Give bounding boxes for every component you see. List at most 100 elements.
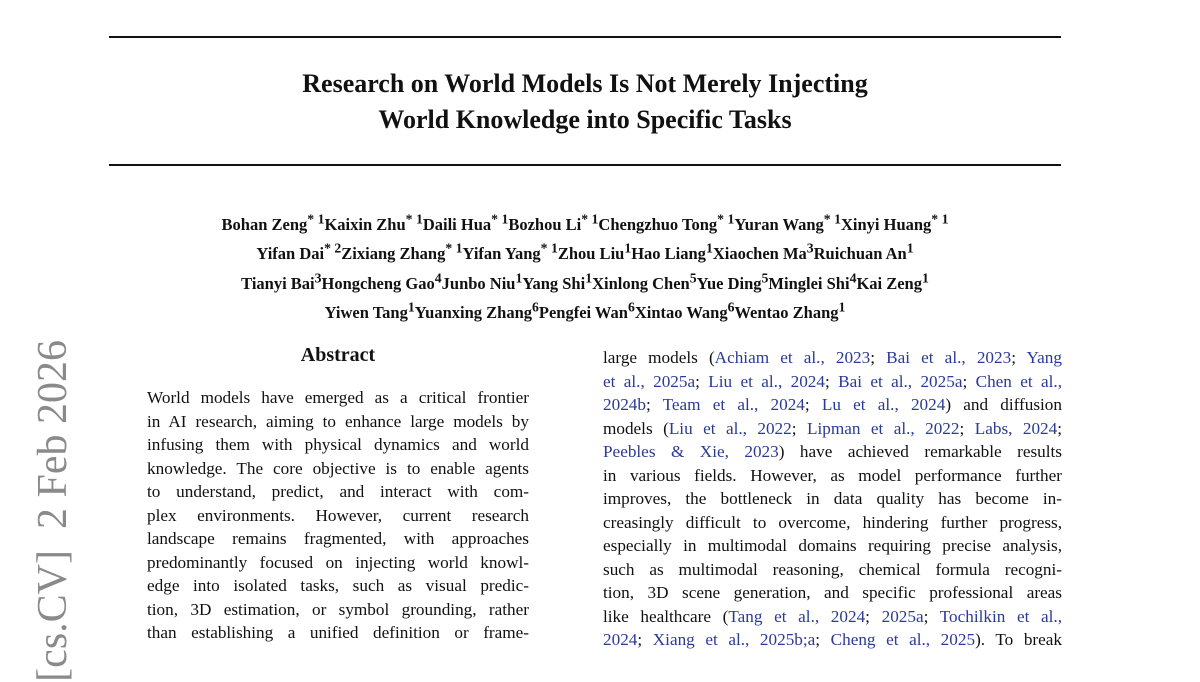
abstract-heading: Abstract xyxy=(300,344,376,366)
affiliation-mark: 1 xyxy=(515,270,523,285)
author: Bozhou Li* 1 xyxy=(508,211,599,234)
title-line: World Knowledge into Specific Tasks xyxy=(378,105,792,134)
intro-body: large models (Achiam et al., 2023; Bai e… xyxy=(603,346,1062,652)
author: Pengfei Wan6 xyxy=(538,299,635,323)
affiliation-mark: 6 xyxy=(727,299,735,315)
body-line: such as multimodal reasoning, chemical f… xyxy=(603,559,1062,579)
top-rule xyxy=(109,36,1061,38)
affiliation-mark: 5 xyxy=(689,270,697,285)
affiliation-mark: 4 xyxy=(849,270,857,285)
affiliation-mark: * 1 xyxy=(445,240,463,256)
affiliation-mark: 5 xyxy=(761,270,769,285)
author: Xinyi Huang* 1 xyxy=(840,211,949,234)
citation-link[interactable]: Cheng et al., 2025 xyxy=(830,630,976,649)
affiliation-mark: 3 xyxy=(314,270,322,285)
title-line: Research on World Models Is Not Merely I… xyxy=(302,69,868,98)
affiliation-mark: * 1 xyxy=(405,211,423,226)
author: Xiaochen Ma3 xyxy=(712,240,814,264)
affiliation-mark: 6 xyxy=(627,299,635,315)
citation-link[interactable]: Team et al., 2024 xyxy=(662,395,805,414)
citation-link[interactable]: 2024 xyxy=(603,630,638,649)
citation-link[interactable]: Peebles & Xie, 2023 xyxy=(603,442,779,461)
author: Bohan Zeng* 1 xyxy=(221,211,325,234)
author: Xinlong Chen5 xyxy=(592,270,697,293)
citation-link[interactable]: Liu et al., 2024 xyxy=(708,371,825,391)
citation-link[interactable]: Xiang et al., 2025b;a xyxy=(652,630,816,649)
affiliation-mark: 1 xyxy=(624,240,632,256)
affiliation-mark: 6 xyxy=(532,299,539,315)
affiliation-mark: * 1 xyxy=(717,211,735,226)
author-line: Bohan Zeng* 1Kaixin Zhu* 1Daili Hua* 1Bo… xyxy=(100,207,1070,237)
citation-link[interactable]: Tang et al., 2024 xyxy=(728,606,866,626)
citation-link[interactable]: Tochilkin et al., xyxy=(939,606,1063,626)
abstract-line: World models have emerged as a critical … xyxy=(147,388,529,407)
body-line: improves, the bottleneck in data quality… xyxy=(603,489,1062,508)
author: Yuanxing Zhang6 xyxy=(414,299,539,323)
author: Yuran Wang* 1 xyxy=(734,211,841,234)
author-line: Yiwen Tang1Yuanxing Zhang6Pengfei Wan6Xi… xyxy=(100,296,1070,326)
body-line: et al., 2025a; Liu et al., 2024; Bai et … xyxy=(603,371,1063,391)
author-line: Yifan Dai* 2Zixiang Zhang* 1Yifan Yang* … xyxy=(100,237,1070,267)
citation-link[interactable]: Bai et al., 2023 xyxy=(886,348,1012,367)
body-line: models (Liu et al., 2022; Lipman et al.,… xyxy=(603,418,1063,438)
affiliation-mark: * 1 xyxy=(823,211,841,226)
abstract-line: landscape remains fragmented, with appro… xyxy=(147,529,529,548)
citation-link[interactable]: 2024b xyxy=(603,395,646,414)
citation-link[interactable]: Achiam et al., 2023 xyxy=(714,348,871,367)
affiliation-mark: 1 xyxy=(922,270,929,285)
affiliation-mark: 4 xyxy=(434,270,442,285)
author: Xintao Wang6 xyxy=(634,299,735,323)
citation-link[interactable]: Yang xyxy=(1026,348,1062,367)
citation-link[interactable]: Liu et al., 2022 xyxy=(668,418,792,438)
author: Ruichuan An1 xyxy=(813,240,914,264)
author-list: Bohan Zeng* 1Kaixin Zhu* 1Daili Hua* 1Bo… xyxy=(100,207,1070,325)
abstract-line: than establishing a unified definition o… xyxy=(147,623,529,642)
citation-link[interactable]: 2025a xyxy=(881,606,924,626)
author: Zhou Liu1 xyxy=(557,240,632,264)
affiliation-mark: 1 xyxy=(906,240,914,256)
abstract-line: tion, 3D estimation, or symbol grounding… xyxy=(147,599,529,619)
citation-link[interactable]: Lu et al., 2024 xyxy=(821,395,946,414)
affiliation-mark: * 2 xyxy=(324,240,342,256)
arxiv-watermark: [cs.CV] 2 Feb 2026 xyxy=(30,340,76,682)
author: Hao Liang1 xyxy=(631,240,713,264)
affiliation-mark: * 1 xyxy=(307,211,325,226)
author: Daili Hua* 1 xyxy=(422,211,509,234)
citation-link[interactable]: Chen et al., xyxy=(975,371,1063,391)
affiliation-mark: 3 xyxy=(806,240,814,256)
author: Yiwen Tang1 xyxy=(324,299,415,323)
author: Kai Zeng1 xyxy=(856,270,929,293)
affiliation-mark: * 1 xyxy=(581,211,599,226)
author-line: Tianyi Bai3Hongcheng Gao4Junbo Niu1Yang … xyxy=(100,266,1070,296)
author: Yifan Dai* 2 xyxy=(256,240,342,264)
abstract-line: in AI research, aiming to enhance large … xyxy=(147,411,529,431)
author: Tianyi Bai3 xyxy=(241,270,322,293)
body-line: Peebles & Xie, 2023) have achieved remar… xyxy=(603,442,1062,461)
abstract-line: knowledge. The core objective is to enab… xyxy=(147,458,529,478)
author: Zixiang Zhang* 1 xyxy=(341,240,463,264)
citation-link[interactable]: Labs, 2024 xyxy=(974,418,1058,438)
affiliation-mark: * 1 xyxy=(540,240,558,256)
affiliation-mark: 1 xyxy=(705,240,713,256)
body-line: tion, 3D scene generation, and specific … xyxy=(603,583,1062,602)
abstract-line: to understand, predict, and interact wit… xyxy=(147,482,529,501)
body-line: like healthcare (Tang et al., 2024; 2025… xyxy=(603,606,1063,626)
affiliation-mark: * 1 xyxy=(491,211,509,226)
body-line: especially in multimodal domains requiri… xyxy=(603,536,1062,555)
author: Yifan Yang* 1 xyxy=(462,240,558,264)
citation-link[interactable]: Lipman et al., 2022 xyxy=(806,418,960,438)
affiliation-mark: 1 xyxy=(407,299,415,315)
abstract-line: infusing them with physical dynamics and… xyxy=(147,435,529,454)
citation-link[interactable]: Bai et al., 2025a xyxy=(838,371,963,391)
abstract-body: World models have emerged as a critical … xyxy=(147,386,529,645)
author: Chengzhuo Tong* 1 xyxy=(598,211,735,234)
author: Yang Shi1 xyxy=(522,270,593,293)
author: Hongcheng Gao4 xyxy=(321,270,442,293)
body-line: 2024; Xiang et al., 2025b;a; Cheng et al… xyxy=(603,630,1063,649)
body-line: large models (Achiam et al., 2023; Bai e… xyxy=(603,348,1062,367)
abstract-line: plex environments. However, current rese… xyxy=(147,505,529,525)
abstract-line: predominantly focused on injecting world… xyxy=(147,552,529,572)
citation-link[interactable]: et al., 2025a xyxy=(603,371,696,391)
author: Wentao Zhang1 xyxy=(734,299,846,323)
body-line: in various fields. However, as model per… xyxy=(603,465,1062,485)
